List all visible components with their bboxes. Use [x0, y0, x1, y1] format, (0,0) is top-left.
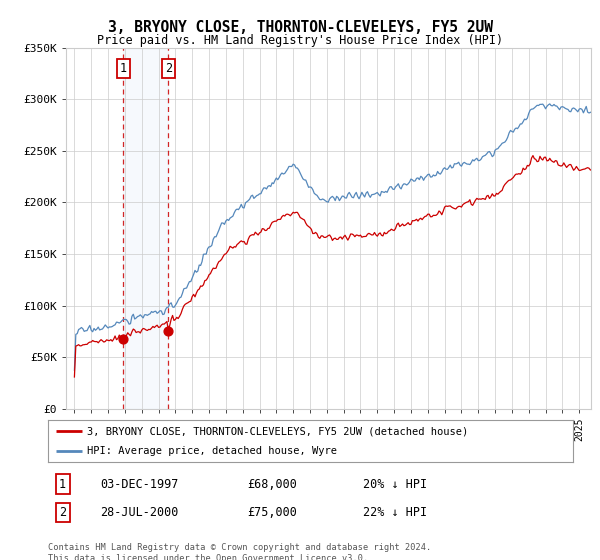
- Text: 1: 1: [59, 478, 66, 491]
- Text: 22% ↓ HPI: 22% ↓ HPI: [363, 506, 427, 519]
- Text: 28-JUL-2000: 28-JUL-2000: [101, 506, 179, 519]
- Text: 1: 1: [120, 62, 127, 74]
- Point: [164, 327, 173, 336]
- Text: 20% ↓ HPI: 20% ↓ HPI: [363, 478, 427, 491]
- Text: HPI: Average price, detached house, Wyre: HPI: Average price, detached house, Wyre: [88, 446, 337, 456]
- Text: Price paid vs. HM Land Registry's House Price Index (HPI): Price paid vs. HM Land Registry's House …: [97, 34, 503, 46]
- Text: 2: 2: [59, 506, 66, 519]
- Text: 3, BRYONY CLOSE, THORNTON-CLEVELEYS, FY5 2UW: 3, BRYONY CLOSE, THORNTON-CLEVELEYS, FY5…: [107, 20, 493, 35]
- Text: 3, BRYONY CLOSE, THORNTON-CLEVELEYS, FY5 2UW (detached house): 3, BRYONY CLOSE, THORNTON-CLEVELEYS, FY5…: [88, 426, 469, 436]
- Text: £68,000: £68,000: [248, 478, 298, 491]
- Point: [119, 334, 128, 343]
- Text: Contains HM Land Registry data © Crown copyright and database right 2024.
This d: Contains HM Land Registry data © Crown c…: [48, 543, 431, 560]
- Text: 03-DEC-1997: 03-DEC-1997: [101, 478, 179, 491]
- Text: 2: 2: [165, 62, 172, 74]
- Text: £75,000: £75,000: [248, 506, 298, 519]
- Bar: [124, 48, 169, 409]
